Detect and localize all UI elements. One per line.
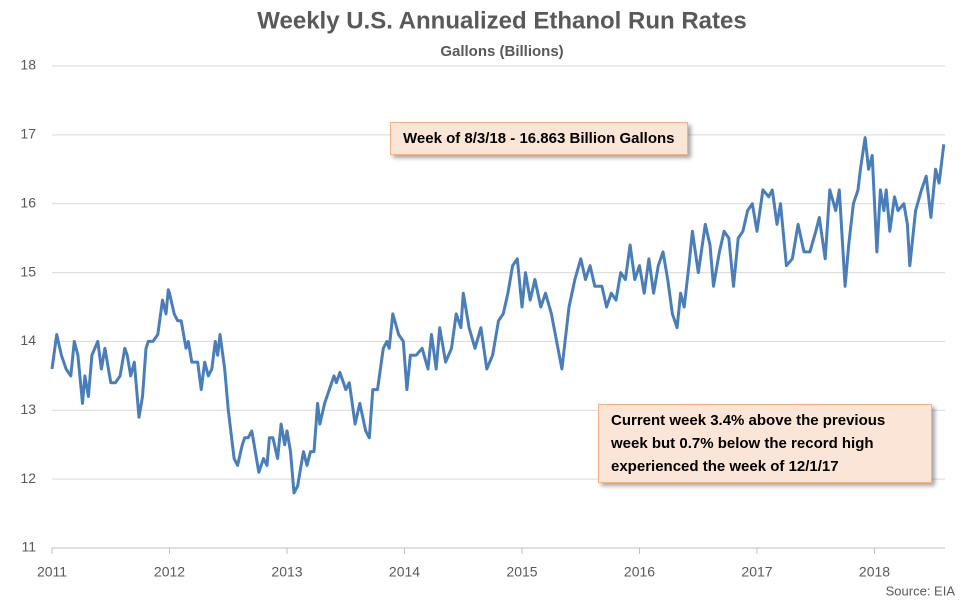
x-tick-label: 2018 (859, 564, 890, 580)
x-tick-label: 2013 (271, 564, 302, 580)
annotation: Week of 8/3/18 - 16.863 Billion Gallons (390, 122, 688, 155)
data-line (50, 136, 946, 495)
y-tick-label: 12 (20, 470, 36, 486)
x-tick-label: 2014 (389, 564, 420, 580)
source: Source: EIA (886, 583, 956, 598)
annotation: Current week 3.4% above the previous wee… (598, 404, 932, 483)
x-tick-label: 2016 (624, 564, 655, 580)
x-tick-label: 2015 (506, 564, 537, 580)
x-tick-label: 2017 (741, 564, 772, 580)
y-tick-label: 18 (20, 57, 36, 73)
x-tick-label: 2011 (37, 564, 67, 580)
chart-subtitle: Gallons (Billions) (440, 43, 563, 60)
y-tick-label: 16 (20, 194, 36, 210)
y-tick-label: 13 (20, 401, 36, 417)
x-tick-label: 2012 (154, 564, 185, 580)
y-tick-label: 15 (20, 263, 36, 279)
y-tick-label: 11 (21, 539, 36, 555)
y-tick-label: 14 (20, 332, 36, 348)
y-tick-label: 17 (20, 126, 36, 142)
chart-title: Weekly U.S. Annualized Ethanol Run Rates (257, 7, 746, 34)
